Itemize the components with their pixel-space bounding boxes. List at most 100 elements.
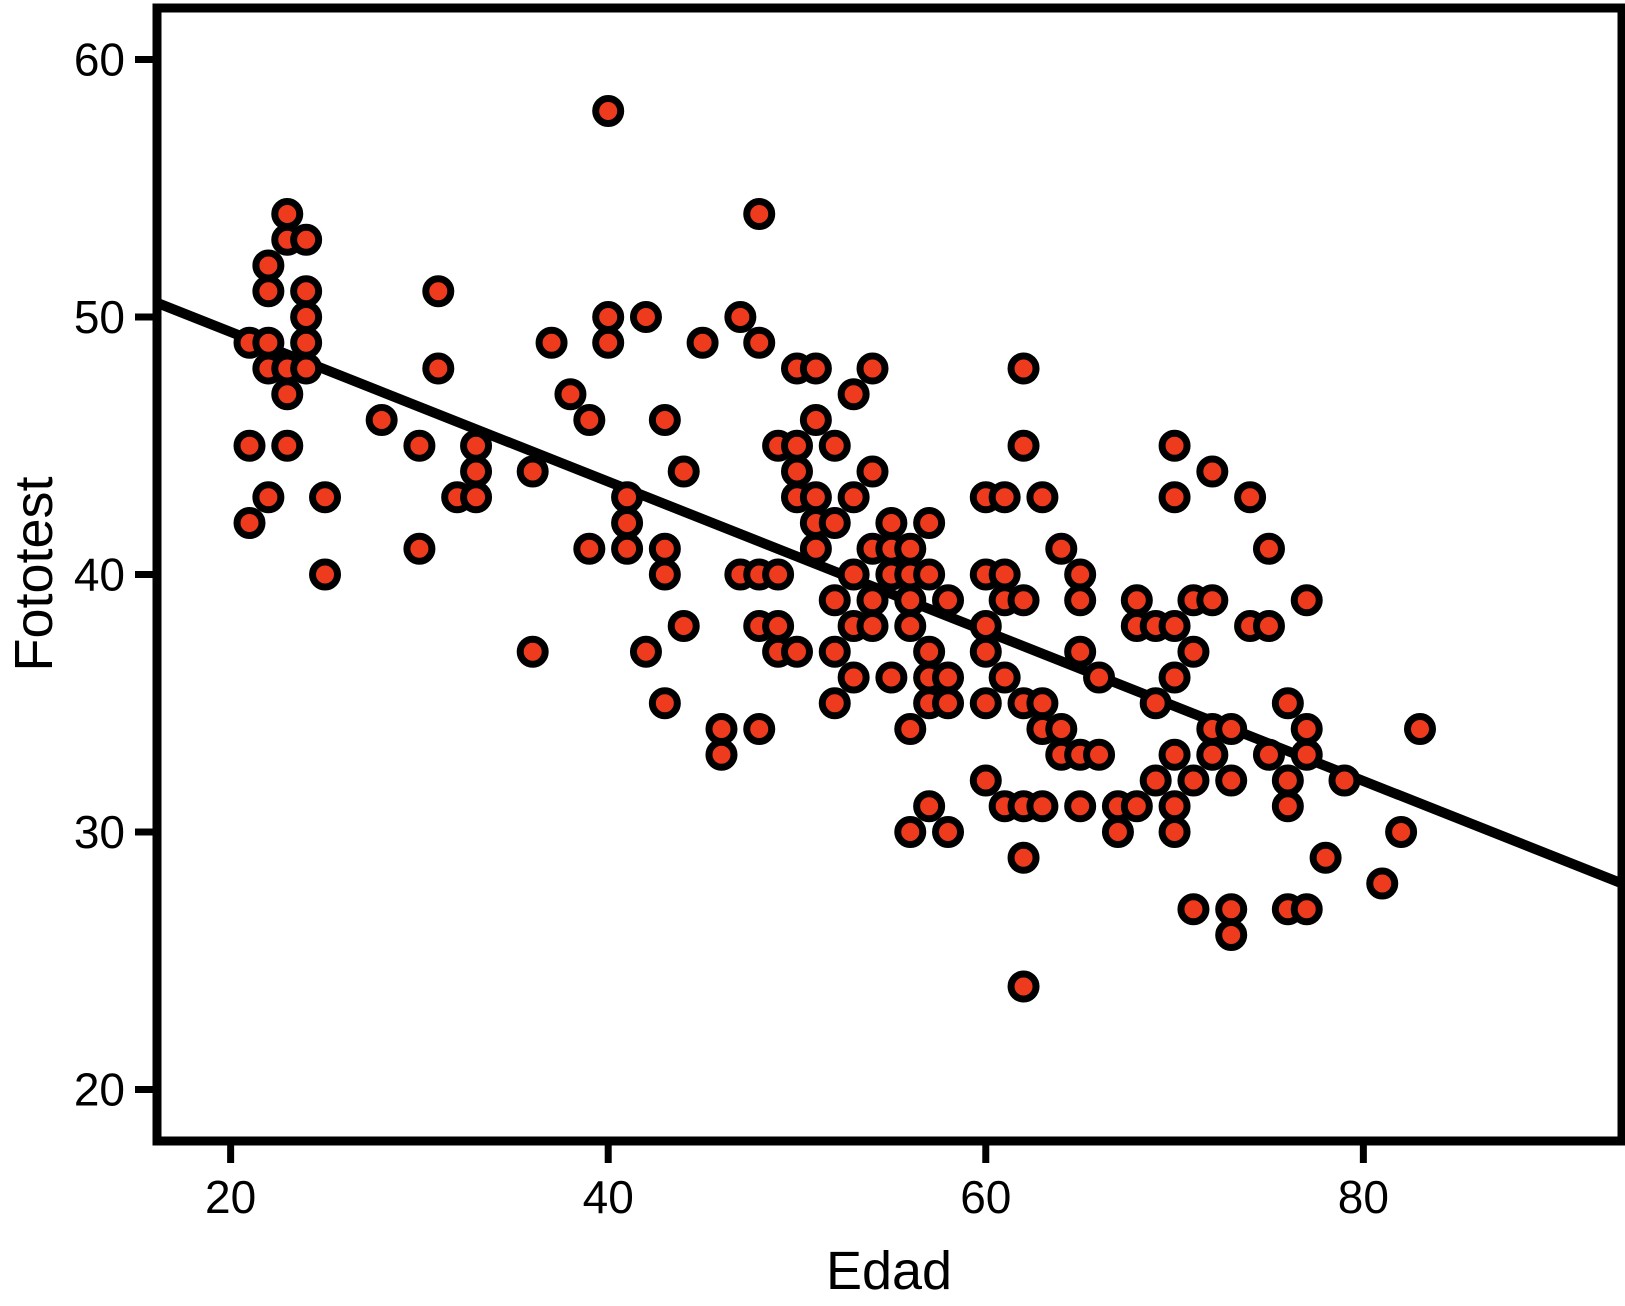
- data-point: [1215, 764, 1248, 797]
- data-point: [535, 326, 568, 359]
- data-point: [516, 455, 549, 488]
- data-point: [743, 198, 776, 230]
- data-point: [1366, 867, 1399, 900]
- data-point: [648, 404, 681, 436]
- data-point: [969, 635, 1002, 668]
- data-point: [1177, 635, 1210, 668]
- data-point: [1026, 790, 1059, 823]
- data-point: [856, 610, 889, 642]
- data-point: [988, 661, 1021, 694]
- data-point: [1064, 635, 1097, 668]
- data-point: [573, 532, 606, 565]
- x-axis-tick-labels: 20 40 60 80: [205, 1171, 1389, 1223]
- regression-line: [155, 298, 1624, 889]
- data-point: [969, 610, 1002, 642]
- data-point: [422, 275, 455, 308]
- data-point: [875, 507, 908, 539]
- data-point: [233, 429, 266, 462]
- y-tick-label: 50: [74, 291, 125, 343]
- data-point: [1290, 584, 1323, 617]
- data-point: [856, 584, 889, 617]
- data-point: [1158, 481, 1191, 514]
- data-point: [1252, 738, 1285, 771]
- data-point: [1158, 816, 1191, 848]
- data-point: [648, 532, 681, 565]
- data-point: [894, 584, 927, 617]
- x-tick-label: 20: [205, 1171, 256, 1223]
- data-point: [856, 455, 889, 488]
- data-point: [611, 507, 644, 539]
- data-point: [1215, 919, 1248, 951]
- data-point: [724, 301, 757, 333]
- data-point: [743, 326, 776, 359]
- data-point: [969, 687, 1002, 720]
- data-point: [1064, 584, 1097, 617]
- data-point: [1158, 429, 1191, 462]
- data-point: [573, 404, 606, 436]
- data-point: [592, 95, 625, 127]
- data-point: [648, 558, 681, 591]
- data-point: [913, 790, 946, 823]
- data-point: [932, 687, 965, 720]
- trend-line-group: [155, 298, 1624, 889]
- data-point: [1196, 738, 1229, 771]
- data-point: [403, 429, 436, 462]
- data-point: [1309, 841, 1342, 874]
- data-point: [648, 687, 681, 720]
- data-point: [705, 738, 738, 771]
- data-point: [667, 455, 700, 488]
- data-point: [271, 198, 304, 230]
- data-point: [818, 635, 851, 668]
- data-point: [1271, 764, 1304, 797]
- x-tick-label: 60: [960, 1171, 1011, 1223]
- data-point: [554, 378, 587, 411]
- data-points-group: [233, 95, 1436, 1003]
- data-point: [629, 635, 662, 668]
- data-point: [271, 378, 304, 411]
- data-point: [1177, 893, 1210, 926]
- data-point: [837, 378, 870, 411]
- data-point: [894, 610, 927, 642]
- data-point: [1026, 481, 1059, 514]
- data-point: [516, 635, 549, 668]
- data-point: [988, 558, 1021, 591]
- data-point: [932, 584, 965, 617]
- data-point: [1290, 738, 1323, 771]
- x-tick-label: 40: [583, 1171, 634, 1223]
- data-point: [743, 713, 776, 745]
- data-point: [780, 429, 813, 462]
- data-point: [1196, 584, 1229, 617]
- data-point: [1158, 610, 1191, 642]
- y-tick-label: 20: [74, 1064, 125, 1116]
- data-point: [1064, 558, 1097, 591]
- data-point: [252, 326, 285, 359]
- data-point: [460, 455, 493, 488]
- data-point: [1083, 738, 1116, 771]
- data-point: [290, 301, 323, 333]
- data-point: [667, 610, 700, 642]
- data-point: [1271, 687, 1304, 720]
- data-point: [1007, 584, 1040, 617]
- data-point: [913, 507, 946, 539]
- data-point: [913, 558, 946, 591]
- y-tick-label: 30: [74, 806, 125, 858]
- data-point: [894, 713, 927, 745]
- data-point: [913, 635, 946, 668]
- y-axis-title: Fototest: [4, 476, 64, 671]
- data-point: [799, 352, 832, 385]
- data-point: [1328, 764, 1361, 797]
- data-point: [290, 223, 323, 256]
- data-point: [799, 532, 832, 565]
- data-point: [1007, 970, 1040, 1003]
- data-point: [1083, 661, 1116, 694]
- data-point: [762, 610, 795, 642]
- data-point: [1158, 738, 1191, 771]
- data-point: [403, 532, 436, 565]
- data-point: [799, 481, 832, 514]
- data-point: [818, 429, 851, 462]
- data-point: [290, 352, 323, 385]
- data-point: [1139, 764, 1172, 797]
- data-point: [856, 352, 889, 385]
- data-point: [837, 558, 870, 591]
